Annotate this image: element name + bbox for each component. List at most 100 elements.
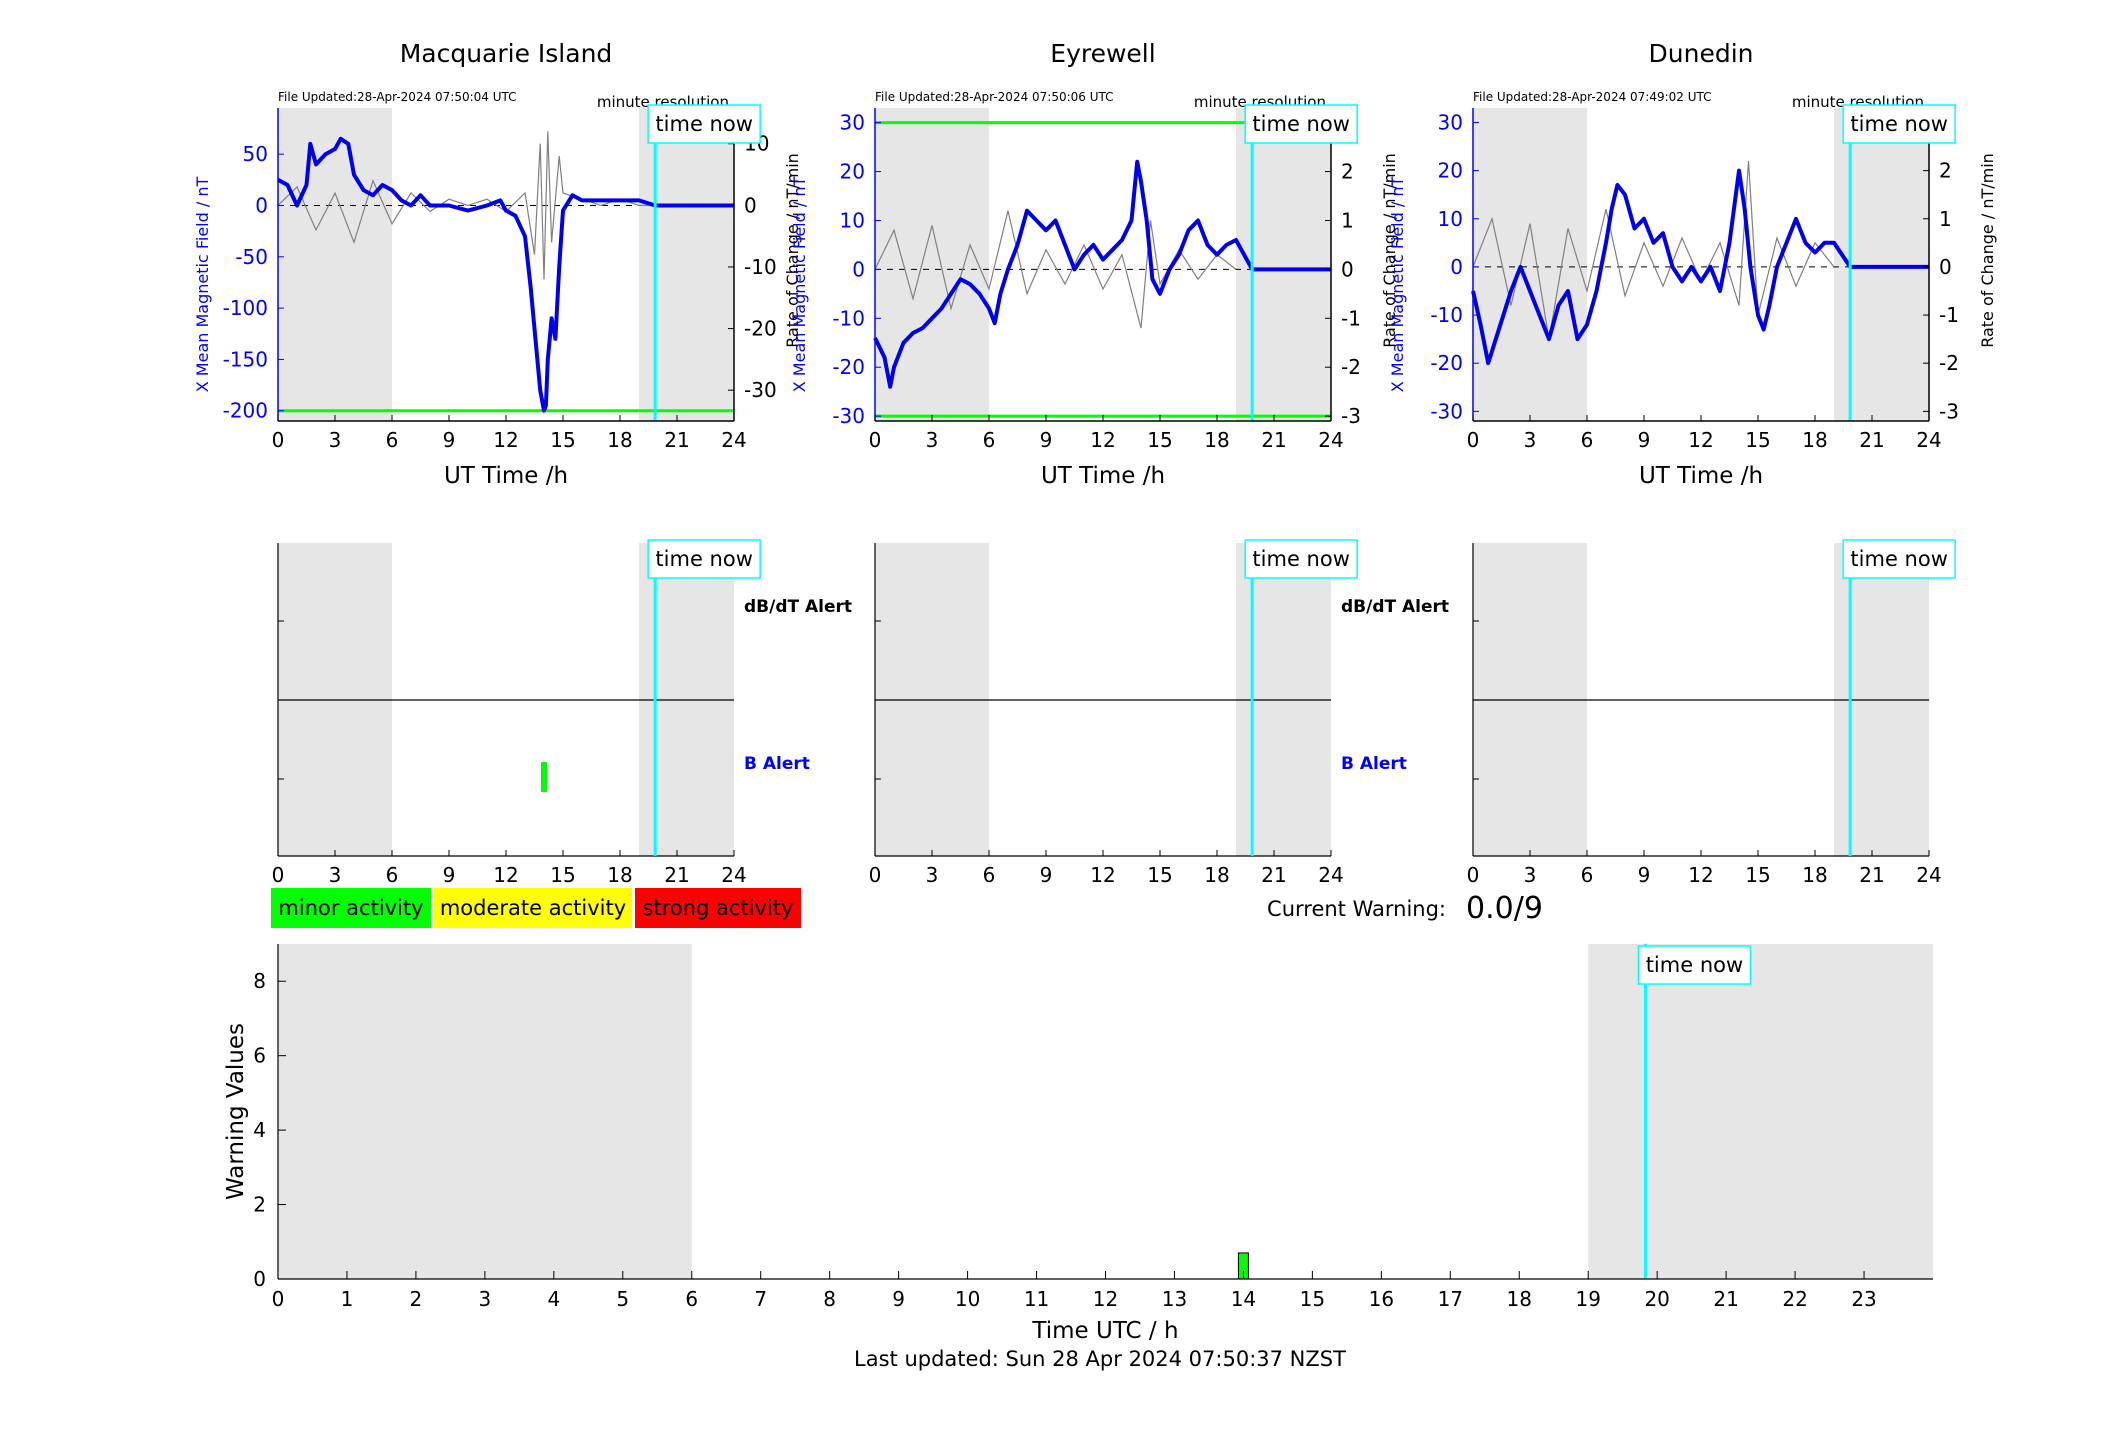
night-shade-0 [1473,108,1587,421]
field-series-line [277,136,734,413]
activity-legend: minor activity moderate activity strong … [271,888,801,928]
x-tick-label: 3 [926,428,939,452]
x-tick-label: 12 [1090,428,1115,452]
dbdt-alert-label: dB/dT Alert [1341,597,1449,617]
x-tick-label: 3 [329,428,342,452]
alert-x-tick-label: 15 [550,863,575,887]
alert-panel-2: time now 0 3 6 9 12 15 18 21 24 [1467,539,1956,887]
time-now-top-label: time now [655,112,752,136]
y-right-tick-label: -3 [1341,404,1361,428]
y-right-tick-label: -1 [1939,303,1959,327]
alert-x-tick-label: 12 [1688,863,1713,887]
alert-x-tick-label: 12 [493,863,518,887]
alert-x-tick-label: 21 [1859,863,1884,887]
current-warning-label: Current Warning: [1267,897,1446,921]
x-tick-label: 9 [1040,428,1053,452]
file-updated-text: File Updated:28-Apr-2024 07:49:02 UTC [1473,90,1712,104]
legend-moderate-swatch [434,888,632,928]
dbdt-alert-label: dB/dT Alert [744,597,852,617]
x-tick-label: 21 [664,428,689,452]
y-right-tick-label: -1 [1341,306,1361,330]
time-now-top-label: time now [1850,112,1947,136]
alert-x-tick-label: 21 [664,863,689,887]
warning-y-tick-label: 0 [253,1267,266,1291]
x-tick-label: 0 [869,428,882,452]
warning-y-tick-label: 4 [253,1118,266,1142]
warning-x-tick-label: 0 [272,1287,285,1311]
warning-night-shade-0 [278,944,692,1279]
warning-x-tick-label: 22 [1782,1287,1807,1311]
y-left-tick-label: 10 [840,208,865,232]
y-left-tick-label: -30 [832,404,865,428]
y-left-tick-label: 0 [255,193,268,217]
y-left-tick-label: 20 [840,160,865,184]
legend-minor-swatch [271,888,431,928]
x-axis-label: UT Time /h [1041,463,1165,489]
legend-minor-label: minor activity [278,896,423,920]
time-now-alert-label: time now [655,547,752,571]
y-left-axis-label: X Mean Magnetic Field / nT [790,177,809,393]
y-left-axis-label: X Mean Magnetic Field / nT [1388,177,1407,393]
y-right-tick-label: -30 [744,378,777,402]
y-right-tick-label: 0 [744,193,757,217]
y-left-tick-label: 10 [1438,207,1463,231]
warning-y-tick-label: 8 [253,969,266,993]
alert-x-tick-label: 15 [1147,863,1172,887]
alert-x-tick-label: 0 [869,863,882,887]
y-left-tick-label: 0 [852,257,865,281]
x-tick-label: 21 [1859,428,1884,452]
y-right-axis-label: Rate of Change / nT/min [1380,153,1399,348]
y-right-axis-label: Rate of Change / nT/min [1978,153,1997,348]
warning-x-tick-label: 11 [1024,1287,1049,1311]
x-axis-label: UT Time /h [444,463,568,489]
y-right-tick-label: -2 [1939,351,1959,375]
alert-x-tick-label: 18 [1802,863,1827,887]
warning-x-tick-label: 17 [1438,1287,1463,1311]
x-tick-label: 15 [550,428,575,452]
y-left-tick-label: 30 [1438,110,1463,134]
time-now-top-box [1244,104,1358,144]
alert-x-tick-label: 15 [1745,863,1770,887]
alert-x-tick-label: 18 [607,863,632,887]
warning-x-tick-label: 19 [1575,1287,1600,1311]
last-updated-text: Last updated: Sun 28 Apr 2024 07:50:37 N… [854,1347,1346,1371]
y-right-tick-label: -10 [744,255,777,279]
warning-x-tick-label: 21 [1713,1287,1738,1311]
alert-x-tick-label: 9 [1040,863,1053,887]
file-updated-text: File Updated:28-Apr-2024 07:50:04 UTC [278,90,517,104]
x-tick-label: 24 [1318,428,1343,452]
y-left-tick-label: 20 [1438,159,1463,183]
x-tick-label: 6 [1581,428,1594,452]
alert-x-tick-label: 21 [1261,863,1286,887]
y-left-tick-label: -10 [1430,303,1463,327]
x-tick-label: 18 [1802,428,1827,452]
x-tick-label: 9 [443,428,456,452]
warning-x-tick-label: 9 [892,1287,905,1311]
x-tick-label: 0 [1467,428,1480,452]
warning-x-tick-label: 7 [754,1287,767,1311]
y-left-tick-label: 50 [243,142,268,166]
y-right-tick-label: 0 [1341,257,1354,281]
alert-x-tick-label: 12 [1090,863,1115,887]
warning-x-tick-label: 5 [616,1287,629,1311]
alert-x-tick-label: 3 [1524,863,1537,887]
y-left-axis-label: X Mean Magnetic Field / nT [193,177,212,393]
y-left-tick-label: -50 [235,245,268,269]
field-series-line [873,159,1331,389]
x-tick-label: 21 [1261,428,1286,452]
warning-x-tick-label: 14 [1231,1287,1256,1311]
b-alert-label: B Alert [744,754,810,774]
warning-y-tick-label: 2 [253,1193,266,1217]
warning-y-axis-label: Warning Values [223,1023,249,1200]
warning-x-tick-label: 23 [1851,1287,1876,1311]
alert-x-tick-label: 24 [721,863,746,887]
alert-x-tick-label: 24 [1916,863,1941,887]
y-right-tick-label: -20 [744,317,777,341]
x-tick-label: 0 [272,428,285,452]
y-right-tick-label: -3 [1939,399,1959,423]
y-left-tick-label: -10 [832,306,865,330]
